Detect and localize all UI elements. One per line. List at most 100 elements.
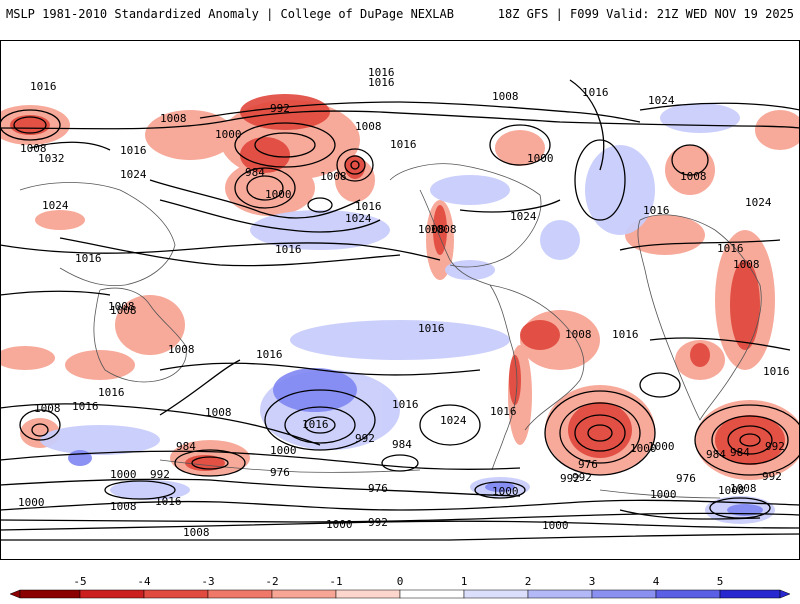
contour-label: 1008 <box>160 112 187 125</box>
contour-labels: 1016 1016 1016 1008 1008 992 1000 984 10… <box>18 66 790 539</box>
colorbar-segment <box>271 589 337 599</box>
colorbar-segment <box>655 589 721 599</box>
contour-label: 992 <box>368 516 388 529</box>
contour-label: 1000 <box>215 128 242 141</box>
contour-label: 992 <box>765 440 785 453</box>
colorbar-tick-label: -4 <box>137 575 151 588</box>
contour-label: 1000 <box>650 488 677 501</box>
colorbar-tick-label: 3 <box>589 575 596 588</box>
contour-label: 984 <box>706 448 726 461</box>
contour-label: 984 <box>245 166 265 179</box>
colorbar-segment <box>399 589 465 599</box>
contour-label: 1008 <box>205 406 232 419</box>
contour-label: 1016 <box>582 86 609 99</box>
contour-label: 1008 <box>418 223 445 236</box>
contour-label: 1008 <box>110 500 137 513</box>
product-title: MSLP 1981-2010 Standardized Anomaly | Co… <box>6 7 454 21</box>
contour-label: 1024 <box>648 94 675 107</box>
contour-label: 1016 <box>302 418 329 431</box>
color-scale-bar: -5 -4 -3 -2 -1 0 1 2 3 4 5 <box>0 570 800 600</box>
contour-label: 984 <box>176 440 196 453</box>
contour-label: 1016 <box>643 204 670 217</box>
contour-label: 1000 <box>542 519 569 532</box>
contour-label: 1008 <box>34 402 61 415</box>
contour-label: 1000 <box>110 468 137 481</box>
contour-label: 1000 <box>326 518 353 531</box>
contour-label: 1024 <box>120 168 147 181</box>
contour-label: 1008 <box>168 343 195 356</box>
negative-anomaly-layer <box>0 100 800 480</box>
contour-label: 1016 <box>390 138 417 151</box>
colorbar-segment <box>719 589 781 599</box>
contour-label: 1000 <box>18 496 45 509</box>
contour-label: 1016 <box>30 80 57 93</box>
contour-label: 1016 <box>72 400 99 413</box>
contour-label: 1008 <box>430 223 457 236</box>
contour-label: 1024 <box>440 414 467 427</box>
contour-label: 992 <box>762 470 782 483</box>
contour-label: 1016 <box>717 242 744 255</box>
colorbar-tick-label: -1 <box>329 575 342 588</box>
anomaly-map: 1016 1016 1016 1008 1008 992 1000 984 10… <box>0 40 800 560</box>
color-scale-svg: -5 -4 -3 -2 -1 0 1 2 3 4 5 <box>9 575 791 599</box>
contour-label: 1016 <box>120 144 147 157</box>
contour-label: 1008 <box>320 170 347 183</box>
contour-label: 992 <box>270 102 290 115</box>
contour-label: 1016 <box>256 348 283 361</box>
contour-label: 1024 <box>745 196 772 209</box>
contour-label: 1008 <box>492 90 519 103</box>
colorbar-tick-label: 2 <box>525 575 532 588</box>
contour-label: 992 <box>355 432 375 445</box>
contour-label: 1016 <box>392 398 419 411</box>
colorbar-segment <box>591 589 657 599</box>
contour-label: 1008 <box>355 120 382 133</box>
colorbar-segment <box>79 589 145 599</box>
colorbar-tick-label: 4 <box>653 575 660 588</box>
contour-label: 1008 <box>565 328 592 341</box>
colorbar-segment <box>143 589 209 599</box>
colorbar-left-arrow <box>9 589 21 599</box>
contour-label: 992 <box>560 472 580 485</box>
negative-anomaly-core-layer <box>10 94 785 471</box>
contour-label: 984 <box>730 446 750 459</box>
contour-label: 1016 <box>368 66 395 79</box>
contour-label: 1016 <box>612 328 639 341</box>
contour-label: 1032 <box>38 152 65 165</box>
contour-label: 992 <box>150 468 170 481</box>
contour-label: 1008 <box>730 482 757 495</box>
contour-label: 1016 <box>75 252 102 265</box>
contour-label: 1016 <box>418 322 445 335</box>
colorbar-tick-label: 1 <box>461 575 468 588</box>
contour-label: 1008 <box>20 142 47 155</box>
contour-label: 976 <box>270 466 290 479</box>
contour-label: 992 <box>572 471 592 484</box>
contour-label: 1000 <box>270 444 297 457</box>
colorbar-tick-label: 0 <box>397 575 404 588</box>
colorbar-right-arrow <box>779 589 791 599</box>
colorbar-tick-label: -3 <box>201 575 214 588</box>
contour-label: 1008 <box>733 258 760 271</box>
isobars <box>0 79 800 541</box>
coastlines <box>19 163 762 499</box>
contour-label: 1016 <box>490 405 517 418</box>
colorbar-segment <box>527 589 593 599</box>
contour-label: 1008 <box>110 304 137 317</box>
map-frame[interactable]: 1016 1016 1016 1008 1008 992 1000 984 10… <box>0 40 800 560</box>
colorbar-segment <box>463 589 529 599</box>
contour-label: 976 <box>578 458 598 471</box>
contour-label: 1000 <box>527 152 554 165</box>
contour-label: 1000 <box>648 440 675 453</box>
contour-label: 1000 <box>492 485 519 498</box>
colorbar-segment <box>19 589 81 599</box>
contour-label: 1008 <box>183 526 210 539</box>
contour-label: 1008 <box>718 484 745 497</box>
colorbar-tick-label: -5 <box>73 575 86 588</box>
contour-label: 1024 <box>345 212 372 225</box>
contour-label: 1000 <box>630 442 657 455</box>
map-header: MSLP 1981-2010 Standardized Anomaly | Co… <box>0 0 800 40</box>
colorbar-tick-label: 5 <box>717 575 724 588</box>
contour-label: 1000 <box>265 188 292 201</box>
contour-label: 1016 <box>155 495 182 508</box>
contour-label: 1008 <box>108 300 135 313</box>
contour-label: 976 <box>368 482 388 495</box>
